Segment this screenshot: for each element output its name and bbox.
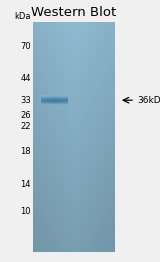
Text: 22: 22 (20, 122, 31, 131)
Text: 33: 33 (20, 96, 31, 105)
Text: 26: 26 (20, 111, 31, 120)
Text: 44: 44 (20, 74, 31, 83)
Text: 36kDa: 36kDa (137, 96, 160, 105)
Text: 18: 18 (20, 148, 31, 156)
Text: 10: 10 (20, 207, 31, 216)
Text: kDa: kDa (15, 12, 31, 21)
Text: Western Blot: Western Blot (31, 6, 117, 19)
Text: 14: 14 (20, 180, 31, 189)
Text: 70: 70 (20, 42, 31, 51)
